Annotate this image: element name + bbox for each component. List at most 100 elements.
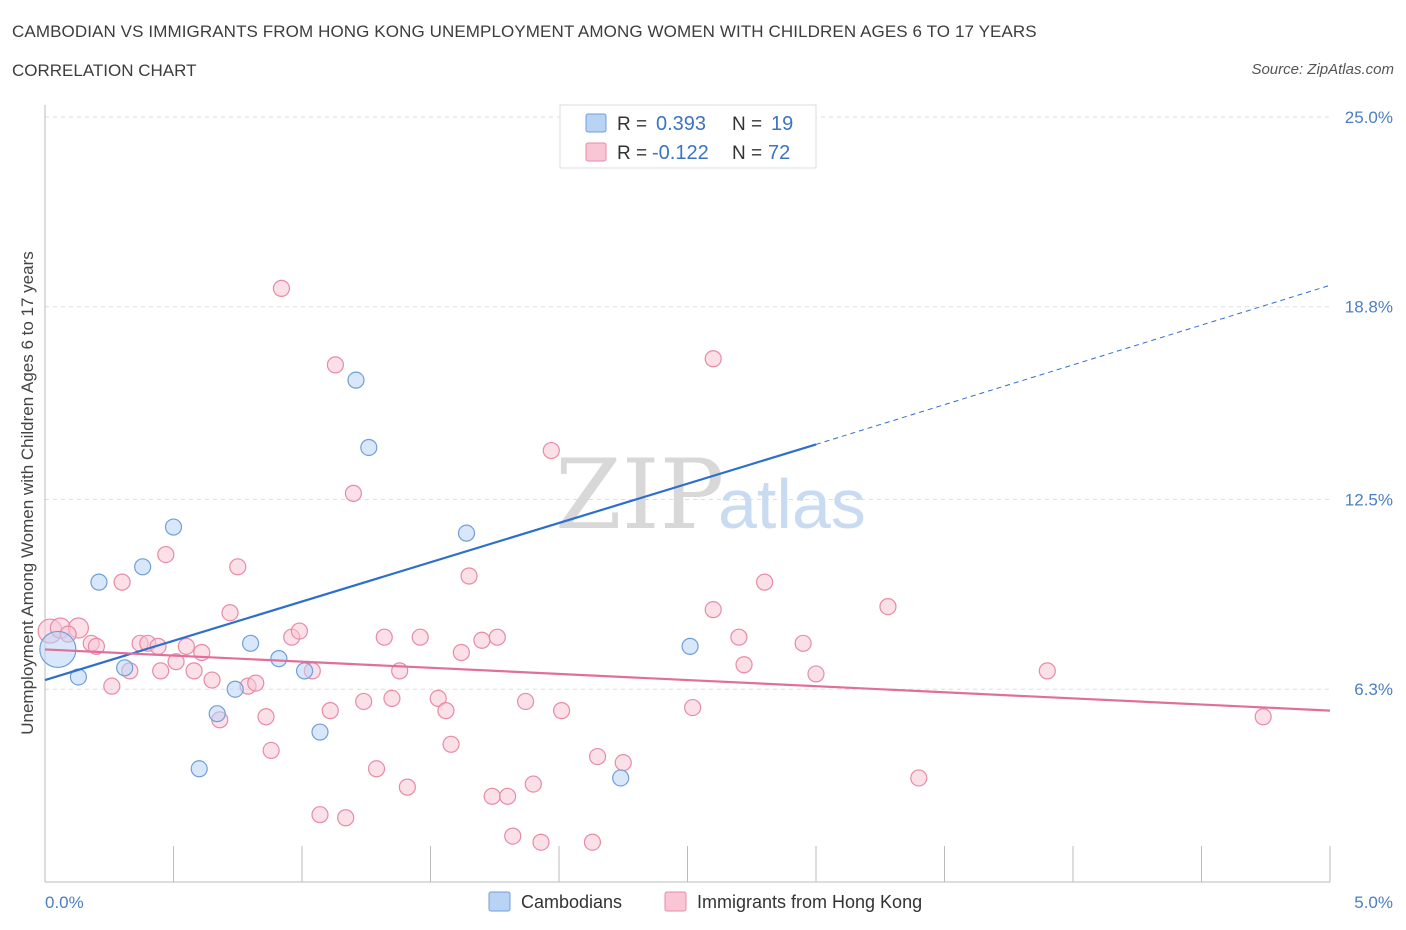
legend-swatch-cambodians (488, 891, 511, 912)
hongkong-point (355, 692, 373, 711)
cambodians-trend-extension (815, 284, 1331, 445)
cambodian-point (116, 659, 134, 677)
hongkong-point (1254, 708, 1272, 726)
hongkong-point (704, 350, 722, 368)
hongkong-point (113, 573, 131, 591)
stats-n-value-hongkong: 72 (768, 142, 790, 164)
hongkong-point (588, 747, 607, 766)
hongkong-point (311, 806, 329, 824)
cambodian-point (612, 769, 630, 787)
hongkong-point (442, 735, 460, 753)
hongkong-trend-line (44, 648, 1331, 712)
cambodians-trend-line (44, 443, 817, 682)
cambodian-point (360, 438, 378, 457)
hongkong-point (704, 601, 722, 619)
axis-layer (44, 105, 1331, 883)
hongkong-point (257, 708, 275, 726)
y-tick-labels: 6.3% 12.5% 18.8% 25.0% (1345, 108, 1393, 699)
hongkong-point (532, 833, 550, 851)
stats-legend: R = 0.393 N = 19 R = -0.122 N = 72 (559, 104, 817, 169)
stats-n-label-hongkong: N = (732, 143, 762, 164)
hongkong-point (87, 637, 106, 655)
cambodian-point (164, 518, 183, 536)
hongkong-point (910, 769, 928, 787)
hongkong-point (524, 775, 542, 793)
hongkong-point (272, 279, 291, 297)
x-tick-label-min: 0.0% (45, 893, 84, 912)
hongkong-point (177, 637, 195, 655)
series-legend: Cambodians Immigrants from Hong Kong (488, 891, 922, 912)
cambodian-point (681, 637, 699, 655)
hongkong-point (157, 545, 175, 564)
hongkong-point (103, 677, 121, 695)
hongkong-point (684, 698, 702, 717)
cambodian-point (295, 662, 314, 680)
watermark-atlas: atlas (718, 465, 866, 543)
cambodian-point (311, 723, 329, 741)
hongkong-point (755, 573, 774, 591)
hongkong-point (229, 558, 247, 576)
hongkong-point (247, 674, 265, 692)
chart-source: Source: ZipAtlas.com (1251, 61, 1394, 78)
hongkong-point (794, 634, 812, 652)
hongkong-point (411, 628, 429, 646)
hongkong-point (375, 628, 393, 646)
hongkong-point (337, 809, 355, 827)
y-tick-label: 12.5% (1345, 491, 1393, 510)
hongkong-point (344, 484, 362, 502)
hongkong-point (367, 760, 386, 778)
hongkong-point (542, 441, 560, 460)
stats-swatch-cambodians (585, 113, 607, 133)
hongkong-point (879, 597, 897, 616)
hongkong-point (429, 689, 447, 708)
hongkong-point (262, 741, 280, 760)
hongkong-point (452, 643, 470, 662)
hongkong-point (152, 662, 170, 680)
chart-title: CAMBODIAN VS IMMIGRANTS FROM HONG KONG U… (12, 22, 1037, 41)
watermark: ZIP atlas (555, 439, 866, 551)
cambodian-point (90, 573, 108, 591)
stats-r-label-cambodians: R = (617, 114, 647, 135)
y-tick-label: 6.3% (1354, 680, 1393, 699)
stats-n-label-cambodians: N = (732, 114, 762, 135)
legend-label-hongkong: Immigrants from Hong Kong (697, 892, 922, 912)
hongkong-point (321, 702, 339, 720)
stats-r-label-hongkong: R = (617, 143, 647, 164)
hongkong-point (473, 631, 491, 649)
hongkong-point (437, 702, 455, 720)
hongkong-point (516, 692, 535, 711)
hongkong-point (499, 787, 517, 805)
hongkong-point (460, 567, 478, 585)
stats-r-value-hongkong: -0.122 (652, 142, 709, 164)
legend-label-cambodians: Cambodians (521, 892, 622, 912)
cambodian-point (190, 760, 208, 778)
chart-subtitle: CORRELATION CHART (12, 61, 197, 80)
stats-n-value-cambodians: 19 (771, 113, 793, 135)
cambodian-point (347, 371, 365, 389)
hongkong-point (488, 628, 506, 646)
grid-layer (45, 116, 1330, 690)
stats-swatch-hongkong (585, 142, 607, 162)
hongkong-point (383, 689, 401, 708)
hongkong-point (326, 356, 345, 374)
hongkong-point (735, 656, 753, 674)
y-tick-label: 25.0% (1345, 108, 1393, 127)
hongkong-point (483, 787, 501, 805)
cambodian-point (208, 705, 226, 723)
hongkong-point (221, 604, 239, 622)
cambodian-point (242, 634, 260, 652)
y-axis-label: Unemployment Among Women with Children A… (18, 251, 37, 735)
hongkong-point (398, 778, 416, 796)
hongkong-point (185, 662, 203, 680)
hongkong-point (614, 754, 632, 772)
cambodian-point (270, 650, 288, 668)
hongkong-point (730, 628, 748, 646)
hongkong-point (1038, 662, 1056, 680)
hongkong-point (552, 702, 571, 720)
hongkong-points (37, 279, 1272, 851)
hongkong-point (807, 665, 825, 683)
legend-swatch-hongkong (664, 891, 687, 912)
hongkong-point (167, 653, 185, 671)
y-tick-label: 18.8% (1345, 298, 1393, 317)
